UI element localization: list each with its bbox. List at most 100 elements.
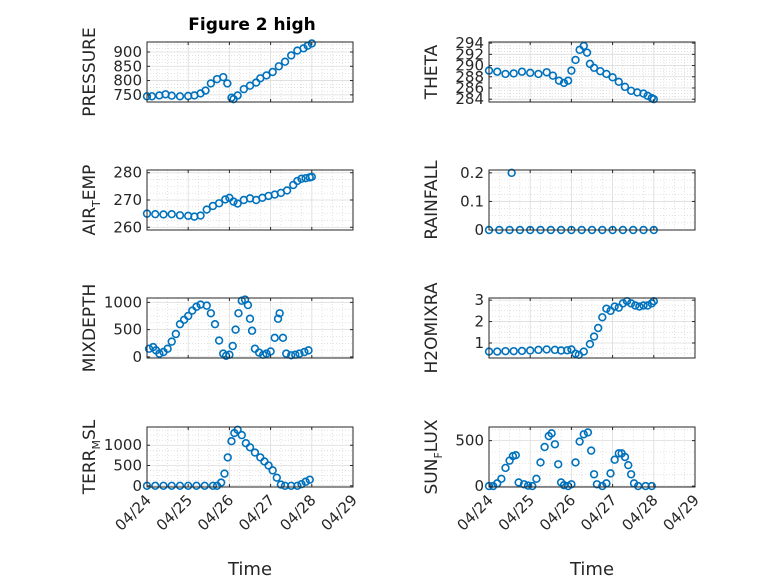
data-point — [206, 309, 216, 318]
data-point — [643, 301, 652, 310]
y-tick-label: 500 — [113, 457, 142, 475]
data-point — [282, 186, 292, 195]
minor-grid — [489, 427, 695, 487]
data-point — [540, 442, 549, 452]
data-point — [614, 77, 623, 87]
data-point — [251, 78, 261, 87]
x-tick-label: 04/26 — [536, 491, 579, 534]
axes-box — [488, 426, 696, 488]
data-point — [245, 314, 255, 323]
y-tick-label: 0 — [474, 477, 484, 495]
data-point — [548, 71, 558, 80]
x-tick-label: 04/25 — [495, 491, 538, 534]
data-point — [585, 339, 595, 349]
data-point — [649, 94, 658, 104]
data-point — [586, 446, 596, 455]
data-point — [282, 349, 291, 358]
major-grid — [147, 427, 353, 487]
y-tick-label: 1000 — [104, 293, 142, 311]
data-point — [275, 309, 284, 318]
data-point — [184, 481, 193, 490]
data-point — [231, 325, 240, 334]
y-axis-label: SUNFLUX — [422, 419, 445, 494]
y-tick-label: 900 — [113, 43, 142, 61]
y-tick-label: 280 — [113, 164, 142, 182]
subplot-air_temp: 260 270 280 AIRTEMP — [80, 164, 354, 236]
y-tick-label: 1 — [474, 334, 484, 352]
data-point — [274, 62, 284, 71]
y-tick-label: 0.2 — [460, 164, 484, 182]
data-point — [301, 477, 310, 486]
data-point — [208, 481, 218, 490]
axes-box — [488, 169, 696, 231]
data-point — [196, 211, 205, 220]
data-point — [563, 76, 573, 85]
data-point — [582, 48, 592, 57]
data-point — [626, 470, 636, 479]
data-point — [175, 319, 185, 329]
data-series-theta — [484, 41, 658, 104]
data-point — [525, 68, 535, 78]
data-point — [536, 458, 545, 467]
data-point — [223, 79, 232, 88]
data-point — [507, 168, 516, 178]
data-point — [592, 480, 602, 489]
y-axis-label: THETA — [422, 44, 442, 100]
x-tick-label: 04/24 — [112, 491, 155, 534]
data-point — [571, 55, 580, 65]
data-point — [643, 91, 652, 101]
data-point — [227, 436, 236, 446]
data-point — [175, 211, 185, 220]
data-point — [243, 300, 253, 310]
data-point — [647, 299, 656, 308]
data-point — [567, 345, 576, 354]
data-point — [559, 78, 569, 88]
data-point — [501, 346, 510, 356]
data-point — [606, 469, 615, 478]
data-point — [550, 440, 560, 449]
data-point — [563, 346, 572, 355]
y-tick-label: 0 — [474, 221, 484, 239]
data-point — [639, 89, 648, 98]
y-tick-label: 2 — [474, 313, 484, 331]
data-point — [228, 341, 237, 351]
minor-grid — [147, 298, 353, 358]
y-tick-label: 0 — [132, 348, 142, 366]
y-tick-label: 750 — [113, 86, 142, 104]
data-point — [554, 76, 564, 85]
data-point — [237, 430, 246, 440]
data-point — [579, 41, 588, 51]
subplot-h2omixra: 1 2 3 H2OMIXRA — [422, 282, 696, 374]
data-point — [210, 319, 220, 329]
data-point — [567, 66, 576, 75]
minor-grid — [489, 170, 695, 230]
data-point — [214, 336, 224, 345]
data-point — [233, 199, 242, 208]
x-tick-label: 04/28 — [618, 491, 661, 534]
y-tick-label: 800 — [113, 72, 142, 90]
data-point — [514, 478, 523, 487]
data-point — [202, 205, 211, 214]
data-point — [206, 79, 216, 88]
data-point — [509, 346, 518, 356]
data-point — [268, 466, 277, 475]
data-series-mixdepth — [144, 295, 313, 361]
data-point — [287, 351, 296, 360]
data-point — [219, 72, 228, 82]
data-point — [151, 209, 160, 219]
data-point — [276, 480, 286, 489]
y-tick-label: 292 — [455, 45, 484, 63]
data-point — [626, 299, 636, 308]
data-point — [233, 91, 242, 100]
data-point — [268, 67, 277, 77]
data-point — [620, 452, 630, 462]
data-point — [602, 304, 611, 313]
x-axis-label: Time — [569, 559, 614, 580]
data-point — [528, 481, 537, 491]
data-point — [620, 82, 630, 92]
subplot-sun_flux: 0 500 SUNFLUX 04/2404/2504/2604/2704/2804/2… — [422, 419, 703, 580]
minor-grid — [147, 427, 353, 487]
